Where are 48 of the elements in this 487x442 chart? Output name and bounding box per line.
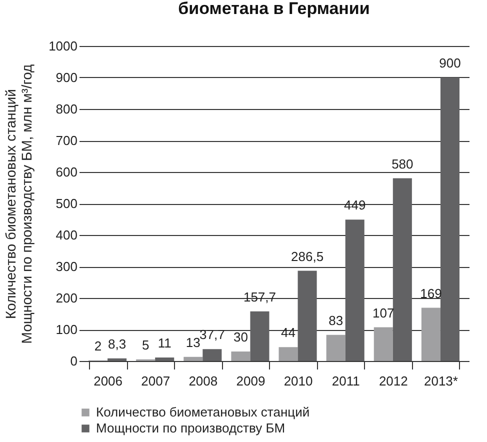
bar	[278, 347, 298, 361]
y-tick-label: 800	[56, 102, 78, 116]
x-tick-label: 2012	[378, 374, 408, 388]
x-tick-label: 2010	[284, 374, 313, 388]
data-label: 900	[439, 56, 461, 70]
data-label: 30	[233, 330, 248, 345]
y-tick-label: 900	[56, 70, 78, 85]
bar	[345, 220, 364, 361]
x-tick-label: 2007	[141, 374, 170, 388]
x-tick-label: 2009	[236, 374, 266, 388]
bar	[298, 270, 317, 361]
x-tick-label: 2006	[94, 374, 122, 388]
x-tick-label: 2011	[332, 374, 360, 388]
bar	[202, 349, 222, 361]
y-tick-label: 0	[70, 354, 78, 368]
bar	[250, 311, 270, 361]
bar	[231, 352, 250, 361]
bar	[392, 178, 412, 361]
bar	[421, 308, 440, 361]
x-tick-label: 2013*	[424, 374, 458, 388]
bar	[155, 358, 174, 361]
y-tick-label: 1000	[48, 38, 78, 54]
y-tick-label: 100	[56, 322, 78, 337]
data-label: 83	[328, 312, 344, 328]
y-tick-label: 700	[56, 133, 78, 148]
y-tick-label: 500	[56, 196, 78, 211]
data-label: 11	[158, 336, 172, 351]
chart-title: биометана в Германии	[178, 0, 370, 18]
bar	[440, 78, 460, 361]
bar	[326, 334, 346, 361]
data-label: 580	[392, 156, 414, 172]
legend-label: Мощности по производству БМ	[96, 420, 286, 436]
y-tick-label: 300	[56, 259, 78, 274]
y-axis-title: Количество биометановых станций Мощности по производству БМ, млн м³/год	[2, 64, 35, 344]
legend-label: Количество биометановых станций	[96, 404, 310, 420]
bar	[184, 356, 203, 361]
bar	[374, 327, 393, 361]
bar	[108, 358, 127, 361]
data-label: 37,7	[200, 327, 225, 342]
y-tick-label: 600	[56, 164, 78, 180]
data-label: 2	[94, 338, 102, 354]
data-label: 5	[142, 337, 150, 352]
data-label: 286,5	[291, 248, 324, 264]
data-label: 13	[186, 334, 200, 350]
x-tick-label: 2008	[188, 374, 218, 388]
y-tick-label: 200	[56, 290, 78, 306]
y-tick-label: 400	[56, 228, 78, 242]
data-label: 8,3	[108, 336, 126, 352]
